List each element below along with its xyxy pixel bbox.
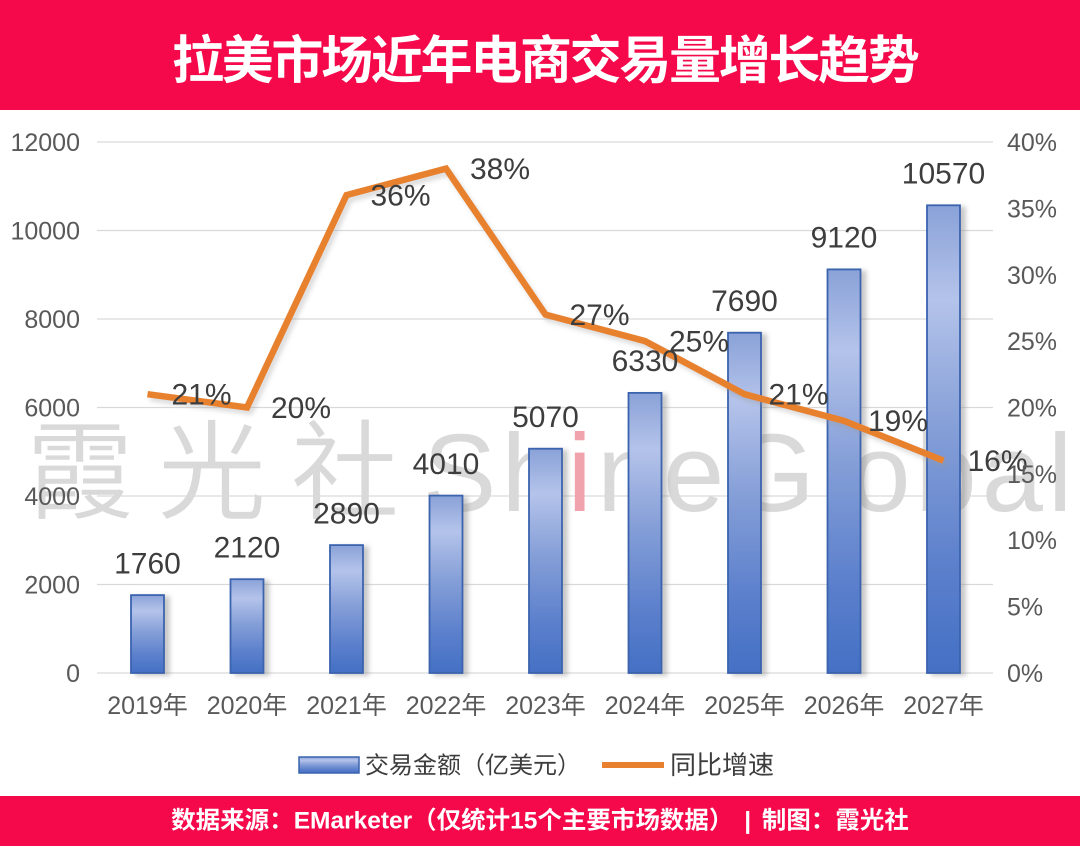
svg-text:16%: 16% (967, 445, 1027, 478)
svg-text:20%: 20% (1007, 395, 1057, 423)
svg-text:20%: 20% (271, 392, 331, 425)
svg-text:4010: 4010 (413, 448, 480, 481)
svg-text:6000: 6000 (24, 395, 80, 423)
svg-text:2120: 2120 (214, 532, 281, 565)
svg-text:2019: 2019 (107, 692, 163, 720)
svg-text:2026: 2026 (804, 692, 860, 720)
svg-text:4000: 4000 (24, 483, 80, 511)
svg-text:30%: 30% (1007, 262, 1057, 290)
svg-text:2021: 2021 (306, 692, 362, 720)
svg-text:25%: 25% (669, 325, 729, 358)
svg-text:10570: 10570 (902, 158, 985, 191)
svg-text:36%: 36% (370, 179, 430, 212)
svg-text:2023: 2023 (505, 692, 561, 720)
svg-text:40%: 40% (1007, 129, 1057, 157)
svg-text:21%: 21% (171, 379, 231, 412)
svg-text:8000: 8000 (24, 306, 80, 334)
svg-text:2020: 2020 (207, 692, 263, 720)
svg-text:21%: 21% (768, 379, 828, 412)
svg-text:2890: 2890 (313, 497, 380, 530)
svg-text:5070: 5070 (512, 401, 579, 434)
svg-text:35%: 35% (1007, 195, 1057, 223)
svg-text:10000: 10000 (10, 218, 80, 246)
svg-text:1760: 1760 (114, 547, 181, 580)
svg-text:12000: 12000 (10, 129, 80, 157)
svg-text:38%: 38% (470, 153, 530, 186)
svg-text:27%: 27% (569, 299, 629, 332)
svg-text:15: 15 (510, 808, 537, 835)
svg-text:2022: 2022 (406, 692, 462, 720)
svg-text:2024: 2024 (605, 692, 661, 720)
svg-text:2027: 2027 (903, 692, 959, 720)
svg-text:|: | (737, 808, 757, 835)
svg-text:2000: 2000 (24, 572, 80, 600)
svg-text:0: 0 (66, 660, 80, 688)
svg-text:5%: 5% (1007, 594, 1043, 622)
svg-text:6330: 6330 (612, 345, 679, 378)
svg-text:7690: 7690 (711, 285, 778, 318)
svg-text:10%: 10% (1007, 527, 1057, 555)
svg-text:15%: 15% (1007, 461, 1057, 489)
svg-text:19%: 19% (868, 405, 928, 438)
svg-text:2025: 2025 (704, 692, 760, 720)
svg-text:EMarketer: EMarketer (294, 808, 413, 835)
svg-text:0%: 0% (1007, 660, 1043, 688)
svg-text:9120: 9120 (811, 222, 878, 255)
svg-text:25%: 25% (1007, 328, 1057, 356)
